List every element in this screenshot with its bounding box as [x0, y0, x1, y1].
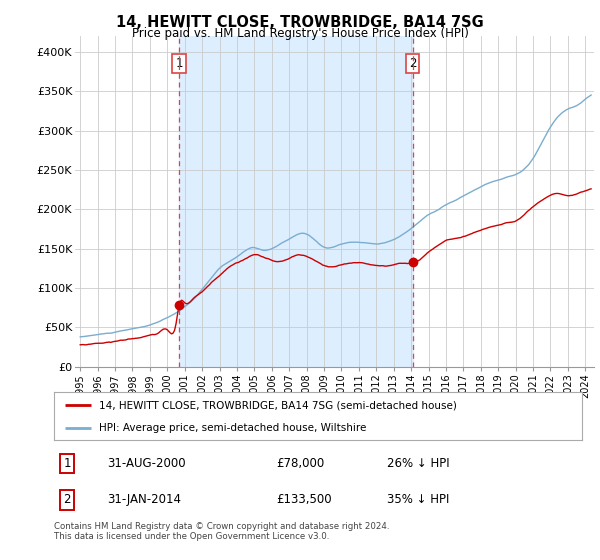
- Text: 2: 2: [64, 493, 71, 506]
- Text: £78,000: £78,000: [276, 457, 324, 470]
- Text: HPI: Average price, semi-detached house, Wiltshire: HPI: Average price, semi-detached house,…: [99, 423, 366, 433]
- Text: 1: 1: [64, 457, 71, 470]
- Text: 31-JAN-2014: 31-JAN-2014: [107, 493, 181, 506]
- Bar: [179, 36, 413, 367]
- Text: 14, HEWITT CLOSE, TROWBRIDGE, BA14 7SG: 14, HEWITT CLOSE, TROWBRIDGE, BA14 7SG: [116, 15, 484, 30]
- Text: £133,500: £133,500: [276, 493, 331, 506]
- Text: 26% ↓ HPI: 26% ↓ HPI: [386, 457, 449, 470]
- Text: 35% ↓ HPI: 35% ↓ HPI: [386, 493, 449, 506]
- Text: 2: 2: [409, 58, 416, 71]
- Text: 14, HEWITT CLOSE, TROWBRIDGE, BA14 7SG (semi-detached house): 14, HEWITT CLOSE, TROWBRIDGE, BA14 7SG (…: [99, 400, 457, 410]
- Text: 1: 1: [175, 58, 182, 71]
- Text: Contains HM Land Registry data © Crown copyright and database right 2024.
This d: Contains HM Land Registry data © Crown c…: [54, 522, 389, 542]
- Text: 31-AUG-2000: 31-AUG-2000: [107, 457, 185, 470]
- Text: Price paid vs. HM Land Registry's House Price Index (HPI): Price paid vs. HM Land Registry's House …: [131, 27, 469, 40]
